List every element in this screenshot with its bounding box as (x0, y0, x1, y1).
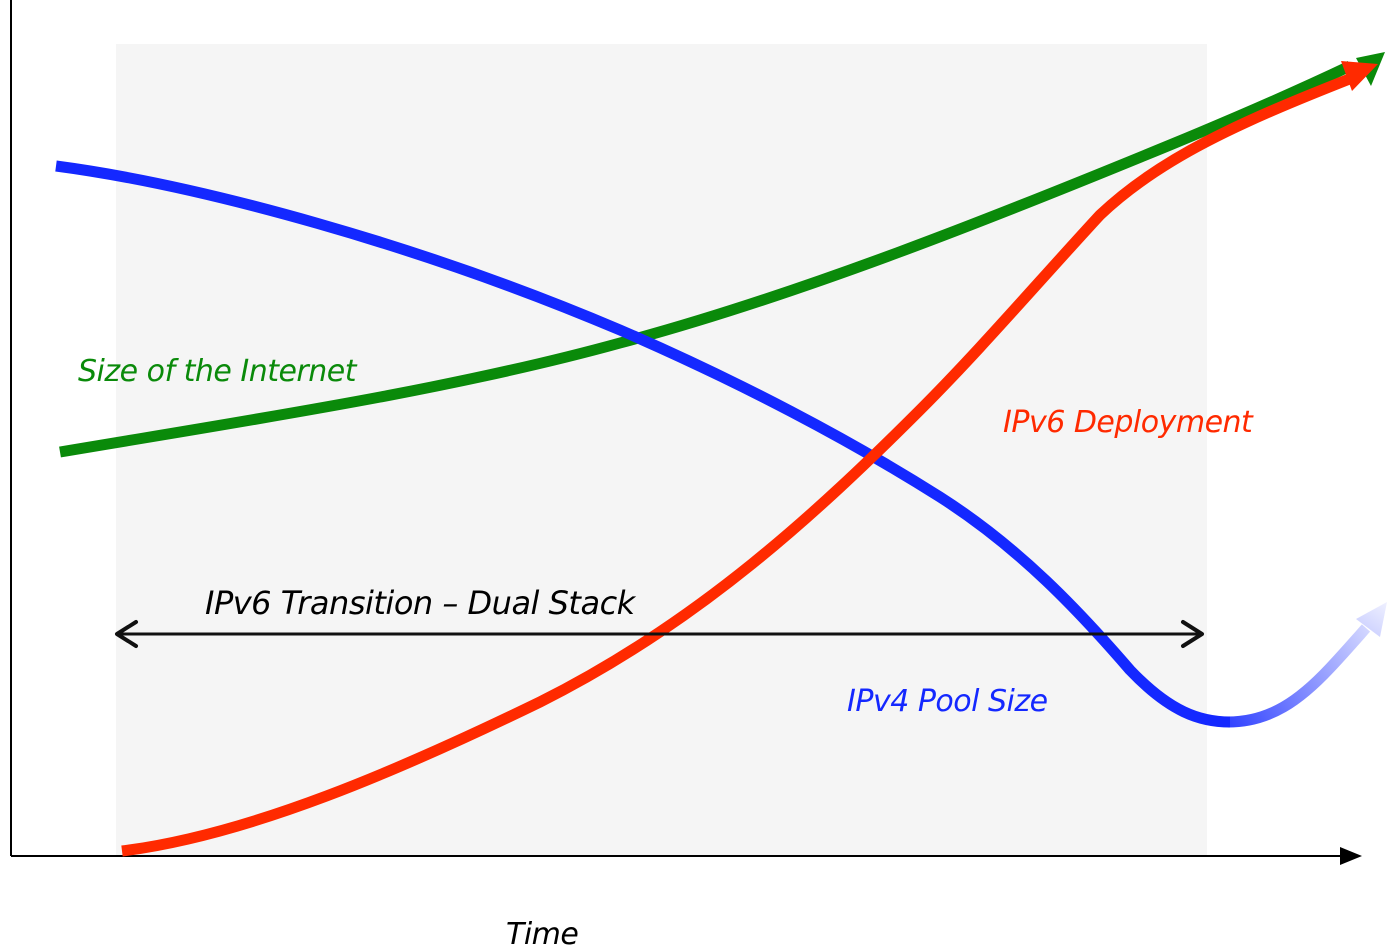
ipv6-deployment-label: IPv6 Deployment (1003, 405, 1254, 440)
transition-arrow-right-head (1181, 620, 1204, 648)
ipv4-pool-arrowhead (1356, 602, 1387, 637)
x-axis-arrowhead (1340, 847, 1362, 865)
internet-size-label: Size of the Internet (78, 354, 358, 389)
ipv4-pool-label: IPv4 Pool Size (847, 684, 1048, 719)
internet-size-curve (59, 61, 1353, 458)
ipv6-deployment-curve (121, 72, 1355, 857)
transition-period-band (116, 44, 1207, 856)
transition-arrow-left-head (115, 620, 138, 648)
ipv6-deployment-arrowhead (1341, 61, 1378, 91)
ipv4-pool-curve (55, 160, 1231, 728)
ipv4-pool-rebound (1227, 624, 1371, 728)
x-axis-label: Time (506, 917, 578, 950)
transition-label: IPv6 Transition – Dual Stack (205, 584, 637, 622)
